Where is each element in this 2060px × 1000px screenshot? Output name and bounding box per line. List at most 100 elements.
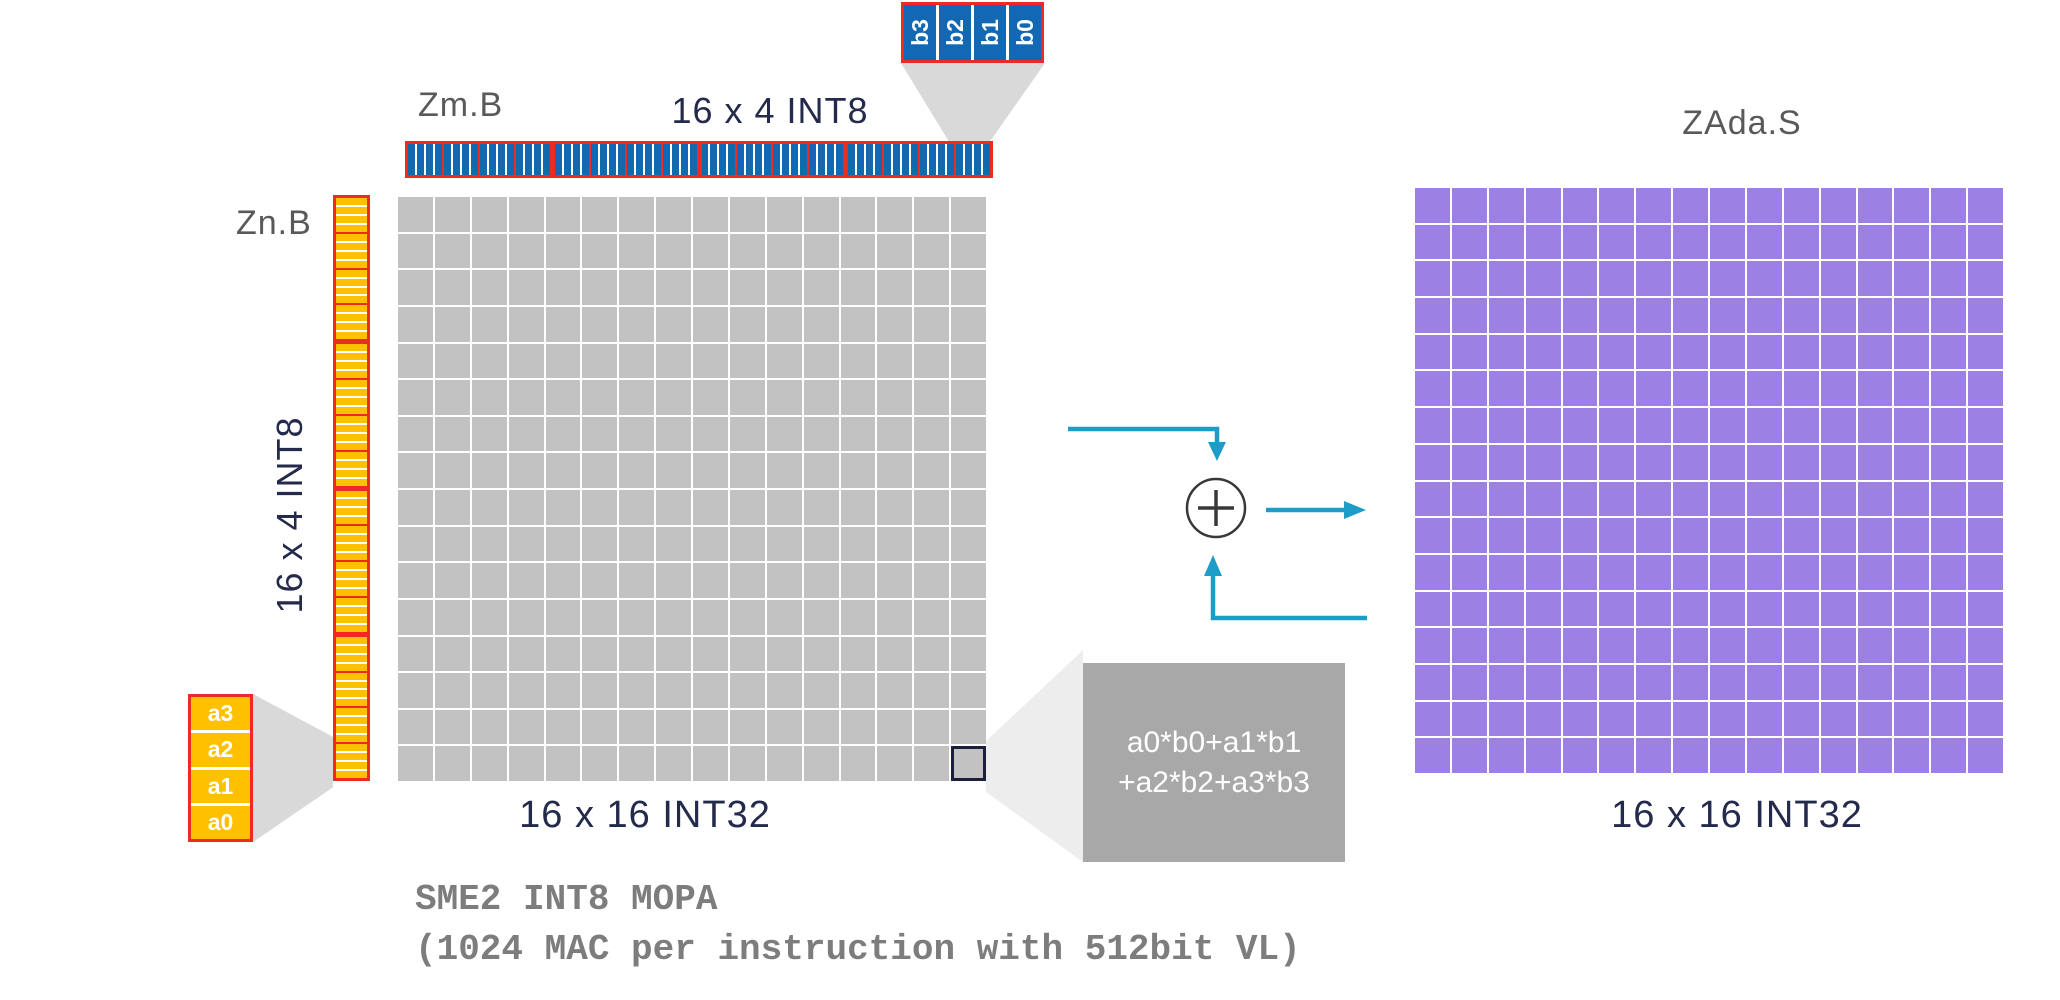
byte-cell [336, 460, 367, 468]
grid-cell [1599, 261, 1635, 297]
byte-cell [524, 144, 532, 175]
byte-cell [336, 206, 367, 214]
byte-group [479, 144, 514, 175]
grid-cell [1488, 408, 1524, 443]
grid-cell [1820, 701, 1856, 737]
grid-cell [398, 197, 433, 232]
grid-cell [1857, 628, 1893, 663]
grid-cell [1451, 408, 1487, 443]
grid-cell [1857, 738, 1893, 773]
grid-cell [1710, 628, 1745, 663]
grid-cell [1783, 518, 1819, 553]
grid-cell [1673, 738, 1708, 773]
grid-cell [1931, 664, 1967, 700]
byte-cell [818, 144, 826, 175]
grid-cell [840, 490, 876, 525]
grid-cell [1968, 371, 2003, 407]
zm-register-label: Zm.B [418, 86, 504, 124]
byte-cell [662, 144, 670, 175]
byte-cell [554, 144, 562, 175]
grid-cell [508, 490, 544, 525]
byte-cell [336, 717, 367, 725]
byte-cell [599, 144, 607, 175]
grid-cell [1415, 481, 1450, 517]
grid-cell [1894, 188, 1930, 223]
byte-cell [635, 144, 643, 175]
byte-group [737, 144, 772, 175]
byte-cell [336, 233, 367, 241]
zn-callout-funnel [253, 694, 333, 842]
grid-cell [1931, 481, 1967, 517]
caption-subtitle: (1024 MAC per instruction with 512bit VL… [415, 929, 1301, 970]
byte-cell [479, 144, 487, 175]
grid-cell [914, 746, 950, 781]
grid-cell [434, 563, 470, 598]
grid-cell [1525, 738, 1561, 773]
byte-group [336, 597, 367, 632]
grid-cell [1894, 664, 1930, 700]
grid-cell [1525, 518, 1561, 553]
byte-group [336, 344, 367, 379]
grid-cell [803, 453, 839, 488]
grid-cell [619, 197, 655, 232]
grid-cell [1451, 738, 1487, 773]
grid-cell [840, 453, 876, 488]
grid-cell [582, 270, 618, 305]
grid-cell [1746, 371, 1782, 407]
grid-cell [1525, 444, 1561, 480]
grid-cell [434, 380, 470, 415]
grid-cell [729, 453, 765, 488]
byte-cell [911, 144, 919, 175]
grid-cell [877, 380, 913, 415]
grid-cell [951, 636, 986, 672]
byte-cell [336, 517, 367, 525]
grid-cell [1746, 518, 1782, 553]
grid-cell [766, 746, 802, 781]
grid-cell [1968, 334, 2003, 370]
grid-cell [619, 673, 655, 708]
grid-cell [1673, 371, 1708, 407]
zn-vector-strip [333, 195, 370, 781]
grid-cell [693, 746, 728, 781]
grid-cell [619, 380, 655, 415]
grid-cell [1488, 261, 1524, 297]
byte-cell [800, 144, 808, 175]
mac-formula-box: a0*b0+a1*b1 +a2*b2+a3*b3 [1083, 663, 1345, 862]
grid-cell [1857, 444, 1893, 480]
grid-cell [1783, 664, 1819, 700]
byte-group [336, 451, 367, 486]
grid-cell [471, 746, 507, 781]
grid-cell [877, 233, 913, 269]
grid-cell [877, 416, 913, 452]
grid-cell [1599, 554, 1635, 590]
byte-cell [764, 144, 772, 175]
grid-cell [1673, 481, 1708, 517]
grid-cell [1636, 261, 1672, 297]
grid-cell [1931, 371, 1967, 407]
grid-cell [1599, 628, 1635, 663]
grid-cell [545, 563, 581, 598]
grid-cell [1562, 408, 1598, 443]
byte-cell [956, 144, 964, 175]
grid-cell [803, 306, 839, 342]
grid-cell [840, 636, 876, 672]
grid-cell [1783, 628, 1819, 663]
byte-group [336, 526, 367, 561]
grid-cell [877, 673, 913, 708]
grid-cell [693, 673, 728, 708]
za-feedback-arrow [1210, 574, 1367, 621]
grid-cell [471, 673, 507, 708]
grid-cell [840, 270, 876, 305]
grid-cell [1968, 261, 2003, 297]
byte-cell [626, 144, 634, 175]
grid-cell [914, 709, 950, 745]
grid-cell [1673, 518, 1708, 553]
grid-cell [1783, 371, 1819, 407]
grid-cell [1451, 591, 1487, 627]
grid-cell [1415, 408, 1450, 443]
grid-cell [1857, 591, 1893, 627]
grid-cell [951, 306, 986, 342]
grid-cell [1710, 408, 1745, 443]
grid-cell [398, 746, 433, 781]
